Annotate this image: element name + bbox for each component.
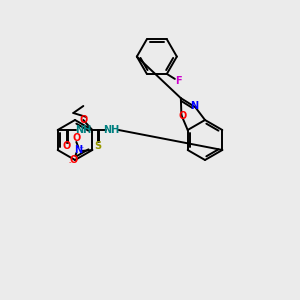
Text: -: - [69, 159, 72, 165]
Text: O: O [63, 141, 71, 151]
Text: +: + [79, 145, 84, 150]
Text: S: S [94, 141, 101, 151]
Text: N: N [190, 101, 198, 111]
Text: O: O [72, 133, 80, 143]
Text: NH: NH [76, 125, 92, 135]
Text: NH: NH [103, 125, 120, 135]
Text: O: O [79, 115, 87, 125]
Text: F: F [176, 76, 182, 86]
Text: N: N [74, 145, 83, 155]
Text: O: O [178, 111, 187, 121]
Text: O: O [69, 155, 77, 165]
